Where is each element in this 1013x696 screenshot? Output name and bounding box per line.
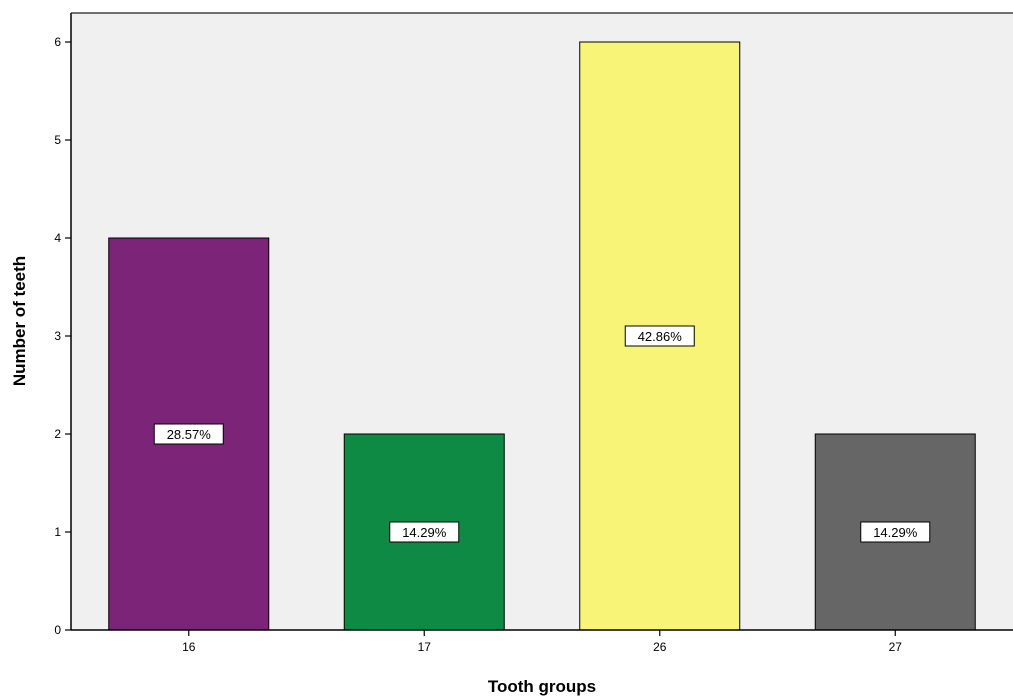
- data-label: 28.57%: [167, 427, 212, 442]
- data-label: 14.29%: [402, 525, 447, 540]
- y-tick-label: 0: [54, 623, 61, 637]
- x-ticks-group: 16 17 26 27: [182, 630, 902, 654]
- bar-labels-group: 28.57% 14.29% 42.86% 14.29%: [153, 325, 931, 543]
- y-axis-title: Number of teeth: [10, 256, 29, 386]
- y-tick-label: 3: [54, 329, 61, 343]
- y-tick-label: 2: [54, 427, 61, 441]
- y-tick-label: 1: [54, 525, 61, 539]
- x-tick-label: 27: [889, 640, 903, 654]
- y-tick-label: 6: [54, 35, 61, 49]
- x-tick-label: 17: [418, 640, 432, 654]
- data-label-box: [153, 423, 224, 445]
- x-tick-label: 26: [653, 640, 667, 654]
- data-label-box: [389, 521, 460, 543]
- y-tick-label: 5: [54, 133, 61, 147]
- x-tick-label: 16: [182, 640, 196, 654]
- x-axis-title: Tooth groups: [488, 677, 596, 696]
- data-label: 14.29%: [873, 525, 918, 540]
- data-label-box: [860, 521, 931, 543]
- data-label-box: [624, 325, 695, 347]
- y-ticks-group: 0 1 2 3 4 5 6: [54, 35, 71, 637]
- data-label: 42.86%: [638, 329, 683, 344]
- y-tick-label: 4: [54, 231, 61, 245]
